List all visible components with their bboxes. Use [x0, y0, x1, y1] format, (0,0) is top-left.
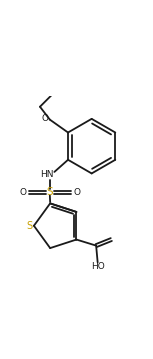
Text: O: O — [73, 188, 80, 197]
Text: O: O — [41, 115, 49, 123]
Text: HN: HN — [40, 171, 54, 180]
Text: S: S — [47, 187, 53, 197]
Text: S: S — [26, 221, 32, 231]
Text: O: O — [19, 188, 26, 197]
Text: HO: HO — [91, 262, 104, 271]
